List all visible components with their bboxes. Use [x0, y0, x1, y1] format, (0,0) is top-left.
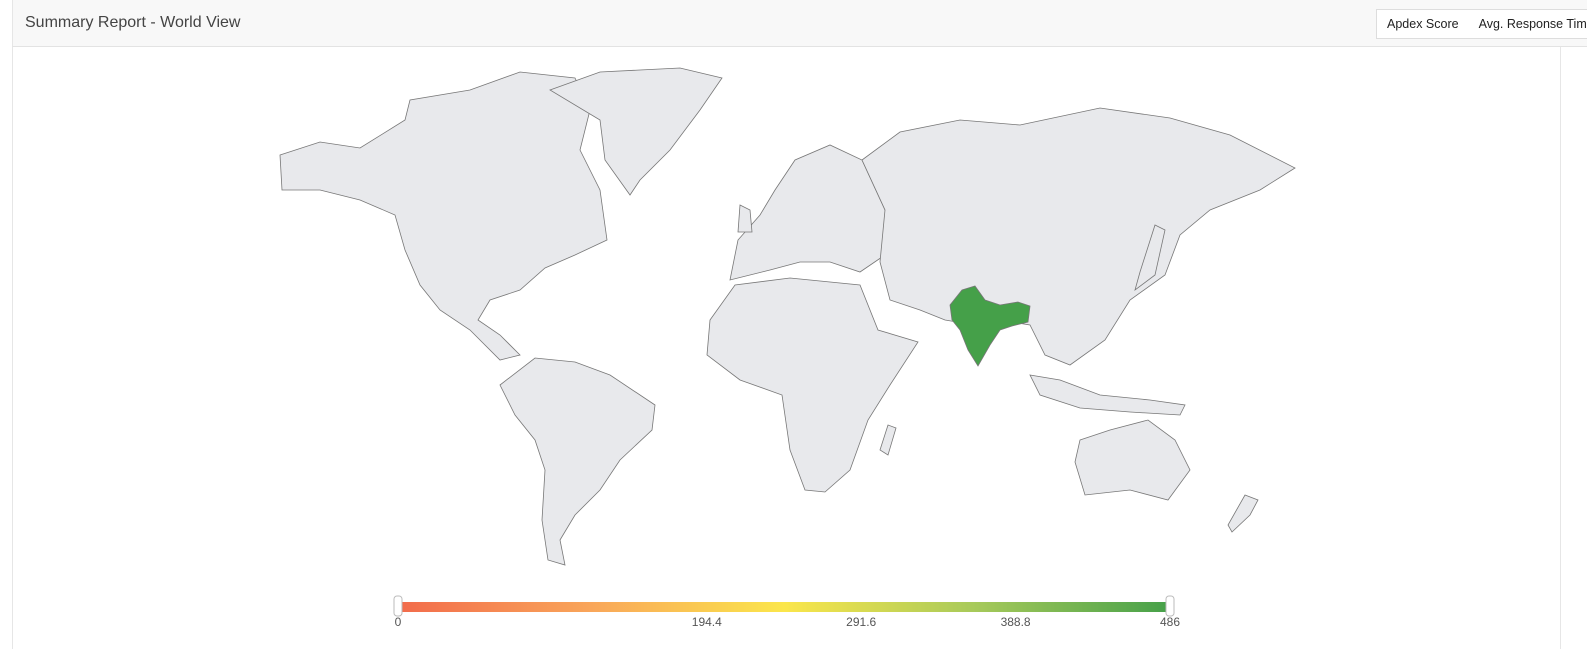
page-title: Summary Report - World View	[25, 14, 241, 31]
north-america	[279, 71, 608, 361]
greenland	[549, 67, 723, 196]
color-legend: 0 194.4 291.6 388.8 486	[393, 595, 1180, 629]
legend-tick-label: 291.6	[846, 615, 876, 629]
japan	[1134, 224, 1166, 292]
europe	[729, 144, 886, 281]
header: Summary Report - World View Apdex Score A…	[12, 0, 1587, 47]
map-panel	[12, 47, 1561, 649]
asia	[861, 107, 1296, 366]
land	[279, 67, 1296, 566]
legend-tick-label: 486	[1160, 615, 1180, 629]
legend-tick-label: 0	[395, 615, 402, 629]
uk	[737, 204, 753, 233]
africa	[706, 277, 919, 493]
legend-gradient	[398, 602, 1170, 612]
tab[interactable]: Apdex Score	[1387, 17, 1459, 31]
indonesia	[1029, 374, 1186, 416]
india	[949, 285, 1031, 367]
legend-handle	[393, 595, 403, 617]
australia	[1074, 419, 1191, 501]
tab-bar: Apdex Score Avg. Response Time	[1376, 9, 1587, 39]
legend-tick-label: 194.4	[692, 615, 722, 629]
legend-tick-label: 388.8	[1001, 615, 1031, 629]
legend-handle	[1165, 595, 1175, 617]
tab[interactable]: Avg. Response Time	[1478, 17, 1587, 31]
madagascar	[879, 424, 897, 456]
south-america	[499, 357, 656, 566]
new-zealand	[1227, 494, 1259, 533]
regions	[949, 285, 1031, 367]
